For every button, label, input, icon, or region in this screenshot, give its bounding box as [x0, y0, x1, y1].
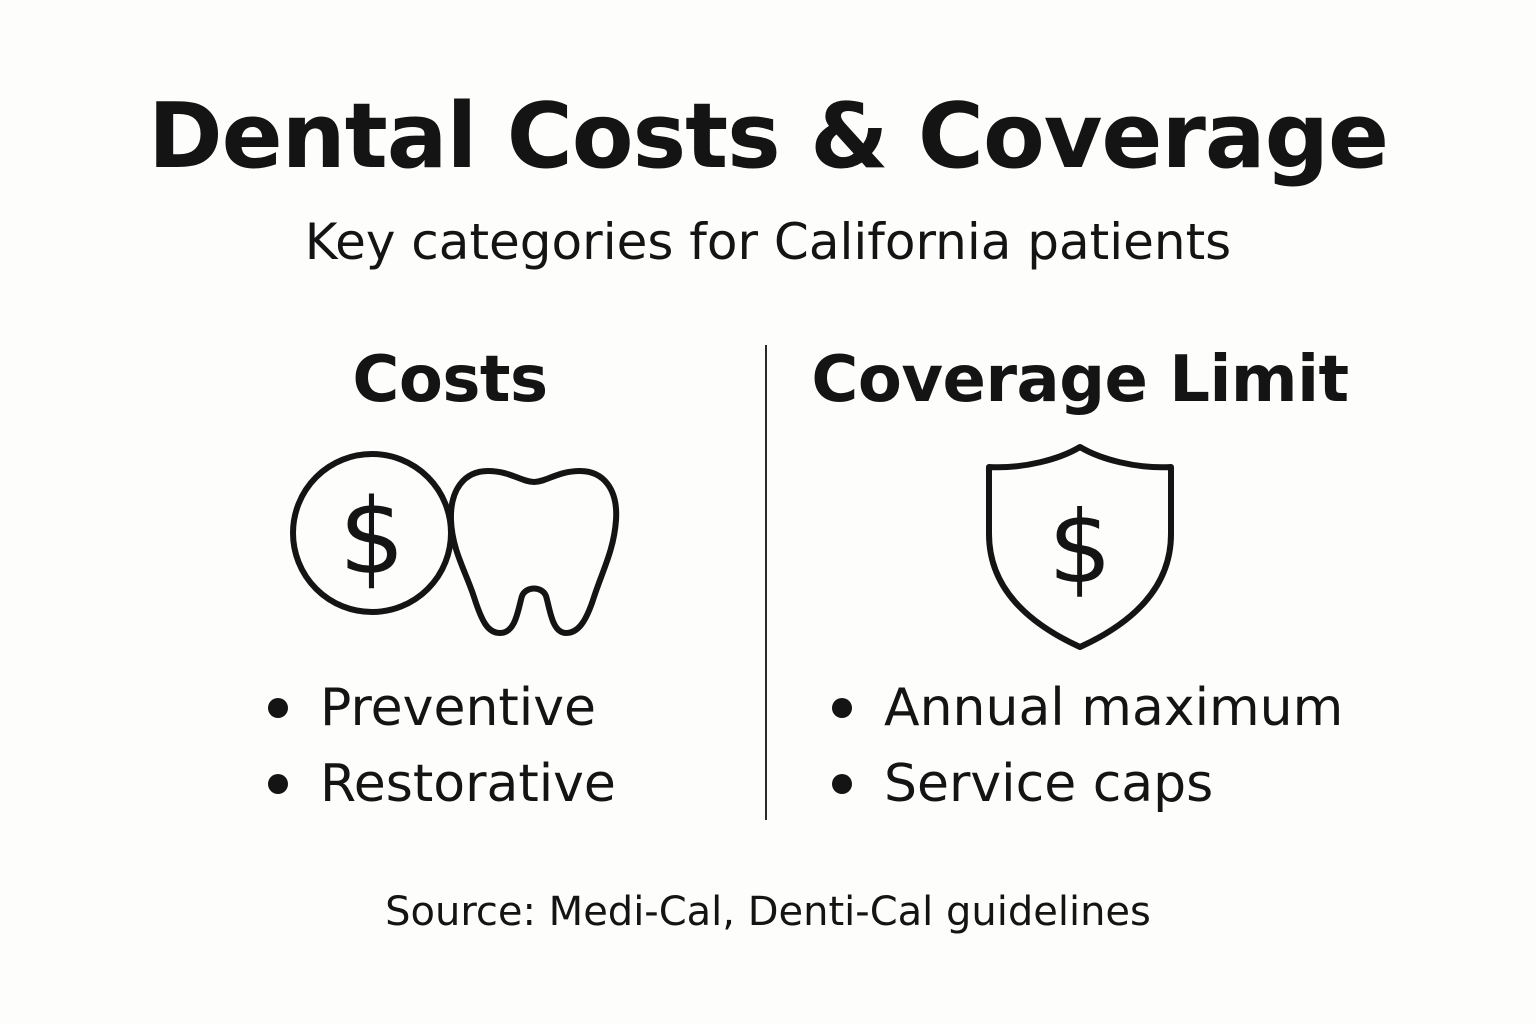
bullet-label: Service caps: [884, 754, 1214, 814]
bullet-label: Annual maximum: [884, 678, 1344, 738]
bullet-dot: [832, 698, 852, 718]
list-item: Service caps: [832, 746, 1343, 822]
list-item: Annual maximum: [832, 670, 1343, 746]
bullet-dot: [268, 774, 288, 794]
tooth-icon: [447, 462, 620, 642]
dollar-coin-icon: $: [288, 445, 458, 625]
costs-heading: Costs: [352, 343, 548, 417]
page-subtitle: Key categories for California patients: [304, 213, 1232, 271]
bullet-dot: [268, 698, 288, 718]
svg-text:$: $: [1048, 489, 1112, 606]
bullet-label: Preventive: [320, 678, 596, 738]
coverage-heading: Coverage Limit: [811, 343, 1349, 417]
coverage-bullet-list: Annual maximum Service caps: [832, 670, 1343, 822]
costs-bullet-list: Preventive Restorative: [268, 670, 616, 822]
column-divider: [765, 345, 767, 820]
svg-text:$: $: [339, 476, 405, 598]
list-item: Restorative: [268, 746, 616, 822]
bullet-dot: [832, 774, 852, 794]
bullet-label: Restorative: [320, 754, 616, 814]
list-item: Preventive: [268, 670, 616, 746]
source-note: Source: Medi-Cal, Denti-Cal guidelines: [385, 889, 1151, 935]
page-title: Dental Costs & Coverage: [147, 84, 1389, 189]
shield-dollar-icon: $: [982, 442, 1178, 656]
